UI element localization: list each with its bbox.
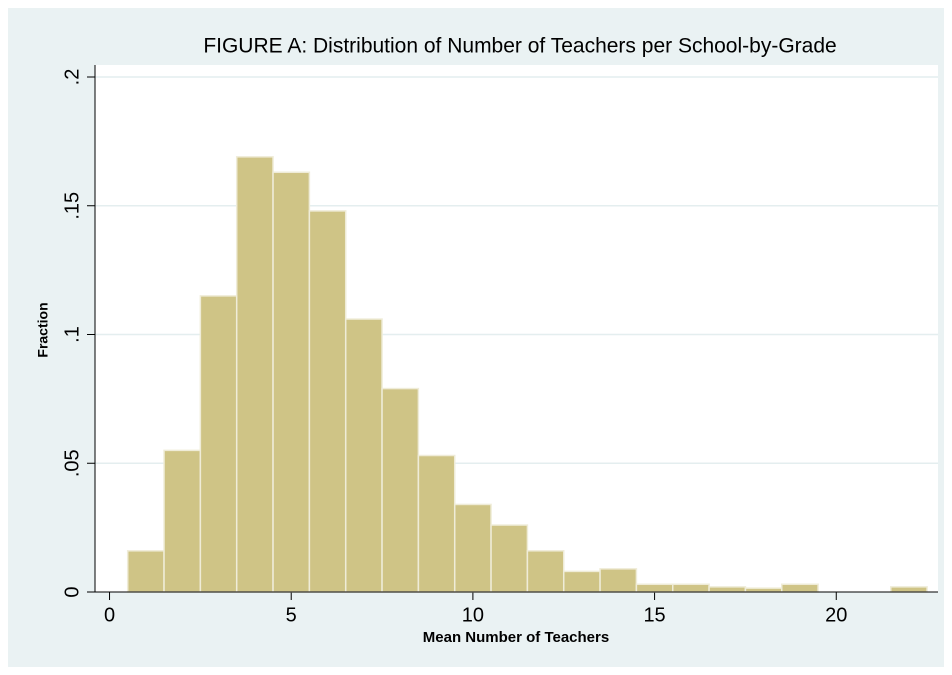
y-axis-label: Fraction	[35, 302, 51, 357]
bar	[890, 586, 928, 593]
bar	[417, 454, 456, 593]
bar	[708, 586, 747, 593]
y-tick-label: 0	[61, 586, 83, 597]
bar	[562, 570, 601, 593]
bar	[235, 156, 274, 593]
x-tick-label: 10	[462, 604, 484, 626]
x-tick-label: 15	[643, 604, 665, 626]
bar	[199, 295, 238, 593]
bar	[671, 583, 710, 593]
x-axis-label: Mean Number of Teachers	[423, 629, 609, 646]
bar	[272, 171, 311, 593]
bar	[781, 583, 819, 593]
x-tick-label: 20	[825, 604, 847, 626]
bar	[490, 524, 529, 593]
y-tick-label: .15	[61, 192, 83, 220]
bar	[308, 210, 347, 593]
bar	[344, 318, 383, 593]
bar	[163, 449, 202, 593]
bar	[744, 587, 783, 593]
bar	[126, 550, 165, 593]
chart-title: FIGURE A: Distribution of Number of Teac…	[203, 35, 836, 58]
bar	[635, 583, 674, 593]
x-tick-label: 5	[286, 604, 297, 626]
bar	[526, 550, 565, 593]
y-tick-label: .1	[61, 326, 83, 343]
x-tick-label: 0	[104, 604, 115, 626]
bar	[453, 503, 492, 593]
bar	[599, 568, 638, 593]
y-tick-label: .2	[61, 69, 83, 86]
bar	[381, 387, 420, 593]
y-tick-label: .05	[61, 449, 83, 477]
